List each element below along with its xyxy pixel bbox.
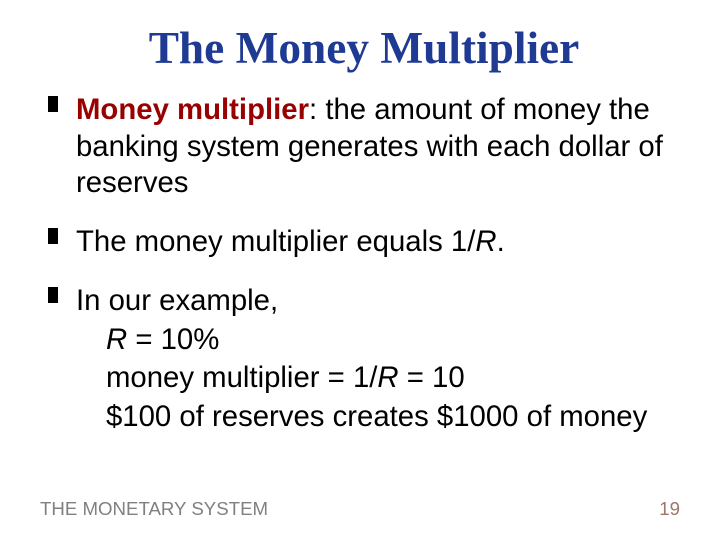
bullet-item: In our example, R = 10% money multiplier… [48,283,680,436]
bullet-item: The money multiplier equals 1/R. [48,224,680,261]
subline-text: $100 of reserves creates $1000 of money [106,400,647,433]
term-money-multiplier: Money multiplier [76,93,309,126]
bullet-list: Money multiplier: the amount of money th… [48,92,680,436]
footer-chapter: THE MONETARY SYSTEM [40,498,268,520]
subline-text: = 10% [127,323,219,356]
slide-title: The Money Multiplier [48,22,680,74]
bullet-text: . [497,225,505,258]
subline: R = 10% [106,321,680,359]
subline-text: = 10 [399,361,465,394]
subline-text: money multiplier = 1/ [106,361,377,394]
subline: $100 of reserves creates $1000 of money [106,398,680,436]
subline: money multiplier = 1/R = 10 [106,359,680,397]
variable-r: R [475,225,496,258]
bullet-item: Money multiplier: the amount of money th… [48,92,680,202]
bullet-text: The money multiplier equals 1/ [76,225,475,258]
page-number: 19 [659,498,680,520]
slide: The Money Multiplier Money multiplier: t… [0,0,720,540]
variable-r: R [377,361,398,394]
bullet-text: In our example, [76,284,278,317]
variable-r: R [106,323,127,356]
sublines: R = 10% money multiplier = 1/R = 10 $100… [76,321,680,435]
